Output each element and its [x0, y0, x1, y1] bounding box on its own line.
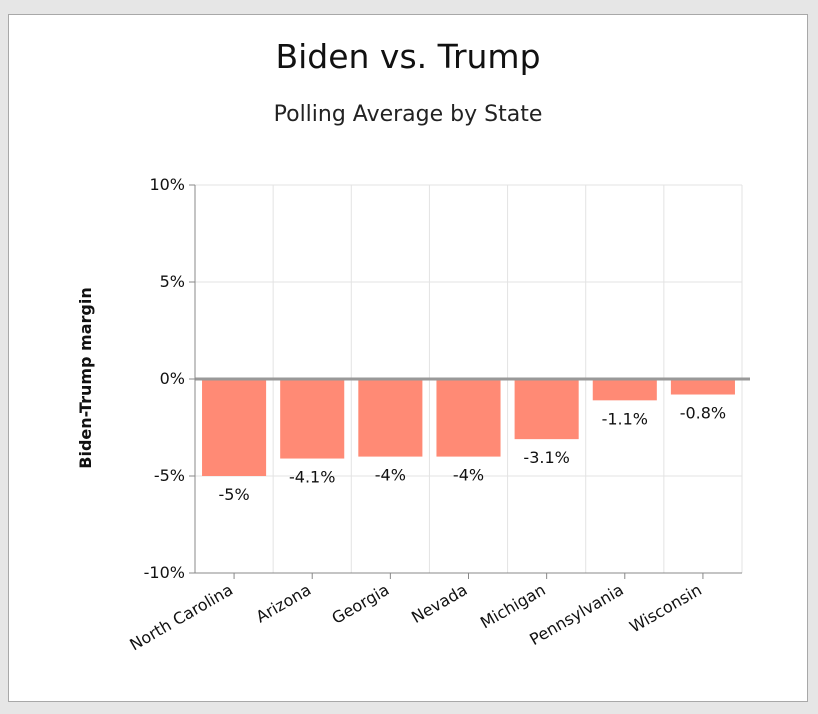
data-label: -4% — [375, 466, 406, 485]
bars: -5% -4.1% -4% -4% -3.1% -1.1% -0.8% — [202, 379, 735, 504]
bar — [592, 379, 657, 401]
chart-title: Biden vs. Trump — [275, 37, 540, 76]
x-tick-label: Michigan — [477, 580, 549, 632]
data-label: -4.1% — [289, 468, 335, 487]
x-tick-label: Georgia — [329, 580, 393, 628]
y-tick-label: -5% — [154, 466, 185, 485]
bar — [514, 379, 579, 440]
bar — [670, 379, 735, 395]
y-tick-label: 0% — [160, 369, 185, 388]
x-tick-label: Nevada — [408, 580, 470, 627]
bar — [280, 379, 345, 459]
x-tick-label: Wisconsin — [626, 580, 705, 636]
bar — [358, 379, 423, 457]
data-label: -5% — [218, 485, 249, 504]
x-tick-label: North Carolina — [126, 580, 236, 654]
x-tick-label: Arizona — [253, 580, 315, 627]
y-axis-label: Biden-Trump margin — [76, 287, 95, 468]
y-tick-label: -10% — [144, 563, 185, 582]
bar — [202, 379, 267, 476]
y-tick-label: 10% — [149, 175, 185, 194]
bar — [436, 379, 501, 457]
data-label: -3.1% — [523, 448, 569, 467]
data-label: -0.8% — [680, 404, 726, 423]
data-label: -4% — [453, 466, 484, 485]
y-tick-label: 5% — [160, 272, 185, 291]
data-label: -1.1% — [602, 409, 648, 428]
chart-frame — [8, 14, 808, 702]
chart-subtitle: Polling Average by State — [274, 102, 543, 127]
